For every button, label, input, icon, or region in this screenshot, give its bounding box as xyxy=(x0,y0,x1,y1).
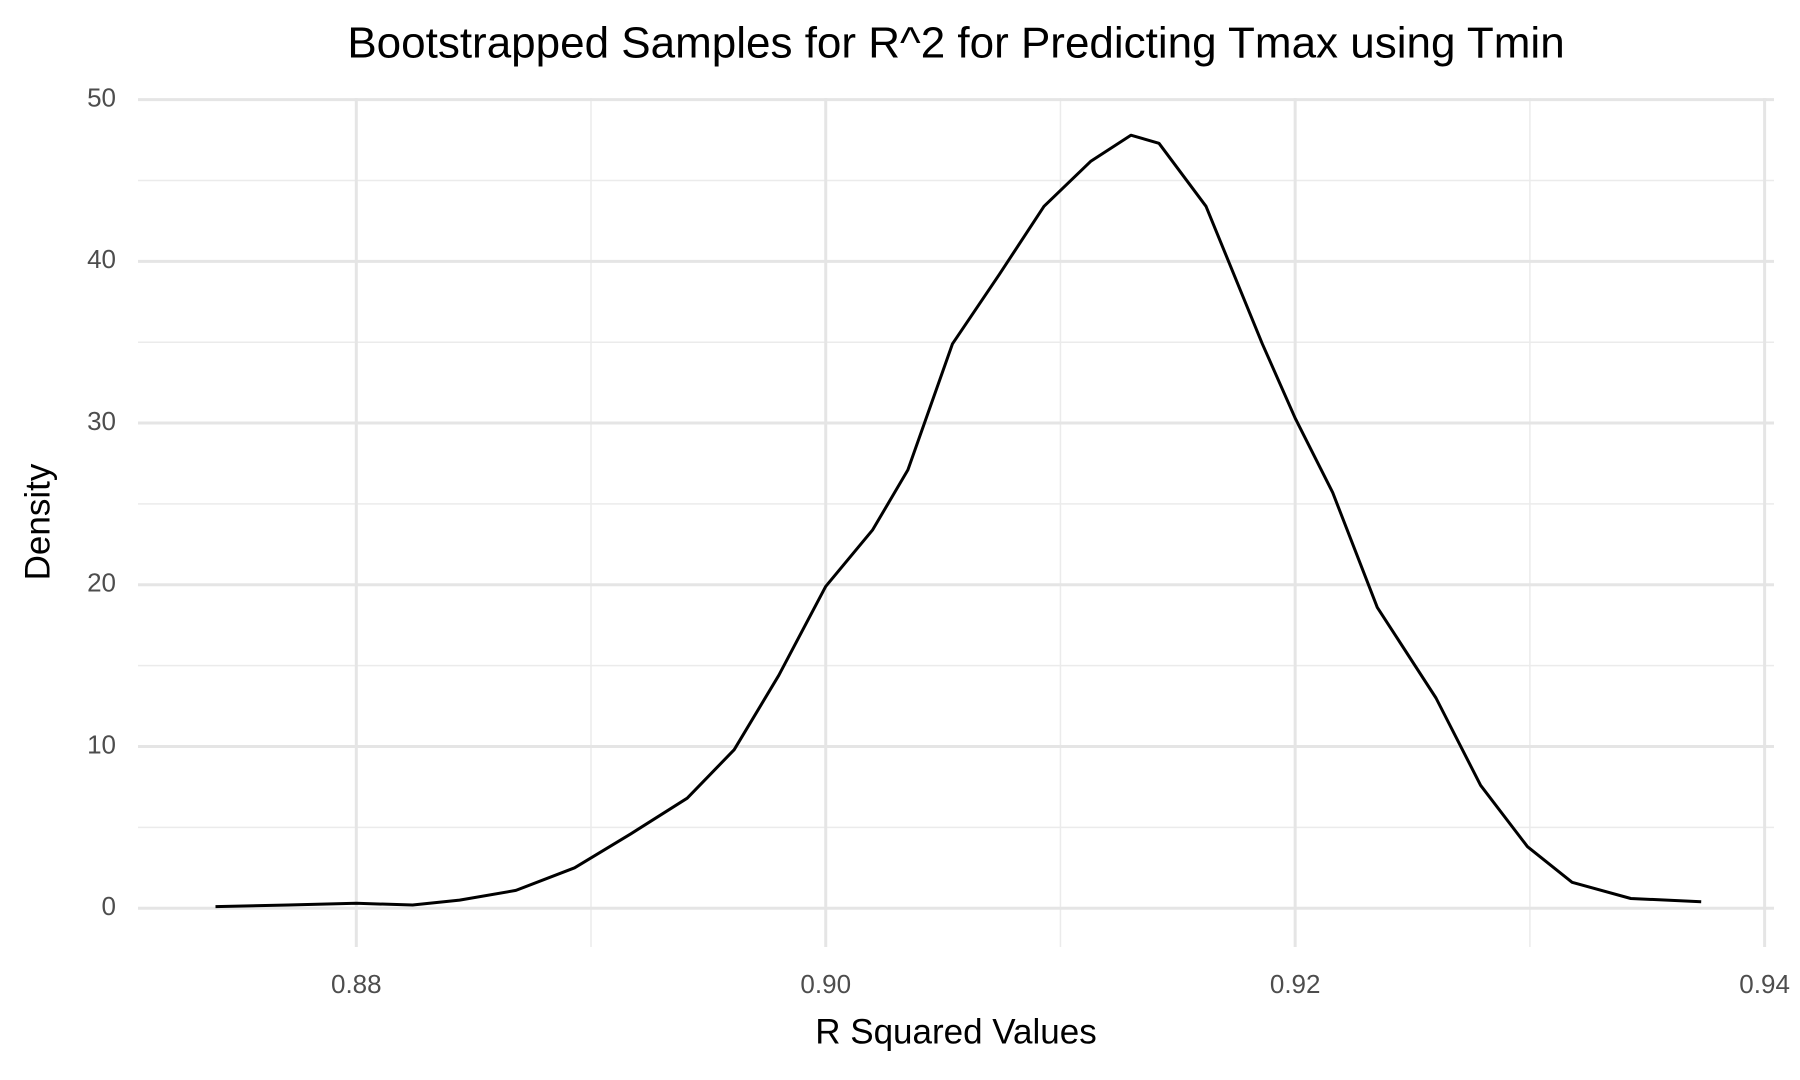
y-tick-label: 50 xyxy=(87,82,116,112)
y-tick-label: 40 xyxy=(87,244,116,274)
x-axis-title: R Squared Values xyxy=(815,1012,1096,1051)
x-tick-label: 0.94 xyxy=(1739,969,1790,999)
x-tick-label: 0.92 xyxy=(1270,969,1321,999)
y-tick-label: 10 xyxy=(87,729,116,759)
chart-title: Bootstrapped Samples for R^2 for Predict… xyxy=(347,19,1564,68)
density-line xyxy=(215,133,1702,909)
y-tick-label: 30 xyxy=(87,406,116,436)
x-tick-label: 0.90 xyxy=(800,969,851,999)
y-tick-label: 20 xyxy=(87,568,116,598)
y-tick-label: 0 xyxy=(102,891,116,921)
y-axis-title: Density xyxy=(18,463,57,580)
x-tick-label: 0.88 xyxy=(331,969,382,999)
